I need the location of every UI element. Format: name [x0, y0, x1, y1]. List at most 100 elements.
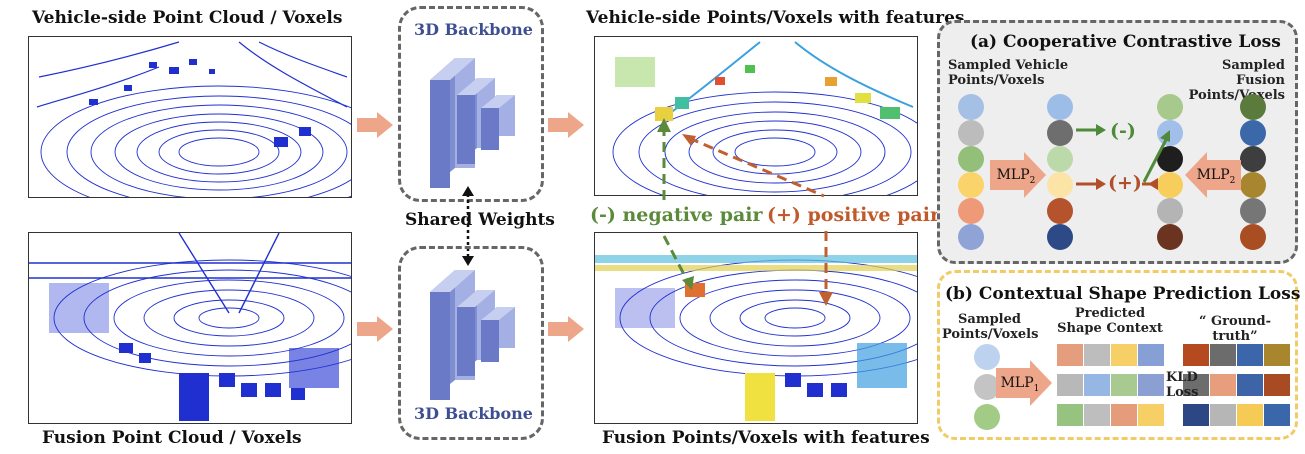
panel-b-gt-cell [1210, 374, 1236, 396]
col1-circle [958, 172, 984, 198]
panel-b-pred-cell [1057, 344, 1083, 366]
col2-circle [1047, 120, 1073, 146]
col4-circle [1240, 172, 1266, 198]
panel-b-circle [974, 344, 1000, 370]
col2-circle [1047, 198, 1073, 224]
panel-b-kld-line1: KLD [1166, 370, 1198, 385]
col1-circle [958, 120, 984, 146]
panel-b-gt-cell [1264, 374, 1290, 396]
fusion-features-image [594, 232, 918, 424]
panel-b-gt-cell [1210, 404, 1236, 426]
panel-b-pred-cell [1057, 404, 1083, 426]
panel-b-gt-cell [1264, 404, 1290, 426]
pair-arrows [657, 118, 833, 306]
panel-b-mlp-text: MLP [1000, 375, 1034, 391]
panel-b-mlp-arrow [996, 360, 1052, 406]
panel-b-circle [974, 374, 1000, 400]
panel-b-gt-cell [1237, 374, 1263, 396]
panel-b-pred-caption: Predicted Shape Context [1050, 306, 1170, 336]
arrow-to-top-features [548, 112, 584, 138]
panel-b-pred-grid [1057, 344, 1167, 430]
panel-a-title: (a) Cooperative Contrastive Loss [970, 32, 1281, 52]
col4-circle [1240, 146, 1266, 172]
panel-a-mlp-right-text: MLP [1196, 167, 1230, 183]
fusion-pointcloud-image [28, 232, 352, 424]
panel-b-pred-cell [1111, 374, 1137, 396]
panel-b-gt-grid [1183, 344, 1293, 430]
arrow-to-top-backbone [357, 112, 393, 138]
panel-a-mlp-right-arrow [1185, 152, 1241, 198]
panel-b-pred-cell [1084, 404, 1110, 426]
fusion-pointcloud-title: Fusion Point Cloud / Voxels [42, 428, 302, 448]
panel-a-left-caption-line2: Points/Voxels [948, 73, 1045, 88]
panel-b-pred-cell [1138, 404, 1164, 426]
panel-a-col1 [958, 94, 988, 250]
col2-circle [1047, 94, 1073, 120]
panel-a-mlp-right-sub: 2 [1229, 175, 1236, 186]
panel-b-gt-cell [1237, 344, 1263, 366]
panel-a-mlp-left-text: MLP [996, 167, 1030, 183]
panel-b-pred-cell [1138, 344, 1164, 366]
panel-b-pred-cell [1138, 374, 1164, 396]
panel-b-gt-cell [1264, 344, 1290, 366]
col1-circle [958, 94, 984, 120]
top-backbone-box [398, 6, 544, 202]
col1-circle [958, 198, 984, 224]
panel-a-right-caption-line1: Sampled Fusion [1222, 58, 1285, 88]
shared-weights-arrow [462, 186, 474, 266]
bottom-backbone-label: 3D Backbone [414, 404, 533, 423]
panel-b-mlp-sub: 1 [1033, 383, 1040, 394]
panel-b-pred-line1: Predicted [1074, 306, 1146, 321]
panel-b-title: (b) Contextual Shape Prediction Loss [945, 284, 1301, 304]
panel-a-mlp-left-arrow [990, 152, 1046, 198]
positive-pair-label: (+) positive pair [767, 204, 940, 226]
panel-a-minus-label: (-) [1110, 120, 1136, 142]
top-backbone-cubes [430, 58, 515, 188]
panel-b-sampled-line2: Points/Voxels [942, 327, 1039, 342]
panel-b-gt-cell [1210, 344, 1236, 366]
panel-b-pred-cell [1084, 374, 1110, 396]
col3-circle [1157, 198, 1183, 224]
bottom-backbone-cubes [430, 270, 515, 400]
panel-a [937, 20, 1298, 264]
panel-a-mlp-left-sub: 2 [1029, 175, 1036, 186]
negative-pair-label: (-) negative pair [590, 204, 763, 226]
panel-b-pred-cell [1057, 374, 1083, 396]
col2-circle [1047, 146, 1073, 172]
panel-a-col4 [1240, 94, 1270, 250]
panel-a-left-caption: Sampled Vehicle Points/Voxels [948, 58, 1078, 88]
panel-b-pred-cell [1084, 344, 1110, 366]
panel-b-pred-cell [1111, 344, 1137, 366]
col4-circle [1240, 94, 1266, 120]
panel-a-col2 [1047, 94, 1077, 250]
panel-b-circle [974, 404, 1000, 430]
panel-b-gt-caption: “ Ground-truth” [1198, 314, 1271, 344]
col2-circle [1047, 224, 1073, 250]
panel-b-pred-line2: Shape Context [1057, 321, 1163, 336]
col3-circle [1157, 172, 1183, 198]
arrow-to-bottom-features [548, 316, 584, 342]
panel-a-contrast-arrows [1076, 124, 1170, 190]
vehicle-features-image [594, 36, 918, 196]
panel-b-sampled-line1: Sampled [958, 312, 1021, 327]
panel-b-pred-cell [1111, 404, 1137, 426]
panel-a-plus-label: (+) [1108, 172, 1142, 194]
col1-circle [958, 224, 984, 250]
top-backbone-label: 3D Backbone [414, 20, 533, 39]
col3-circle [1157, 94, 1183, 120]
vehicle-pointcloud-image [28, 36, 352, 198]
col4-circle [1240, 120, 1266, 146]
col2-circle [1047, 172, 1073, 198]
panel-b-gt-cell [1237, 404, 1263, 426]
bottom-backbone-box [398, 246, 544, 440]
col3-circle [1157, 224, 1183, 250]
col4-circle [1240, 224, 1266, 250]
col4-circle [1240, 198, 1266, 224]
panel-b-kld-line2: Loss [1166, 385, 1199, 400]
vehicle-pointcloud-title: Vehicle-side Point Cloud / Voxels [32, 8, 343, 28]
panel-a-mlp-left-label: MLP2 [996, 168, 1036, 189]
panel-b-circles [974, 344, 1004, 434]
col1-circle [958, 146, 984, 172]
panel-b-gt-cell [1183, 404, 1209, 426]
vehicle-features-title: Vehicle-side Points/Voxels with features [586, 8, 965, 28]
